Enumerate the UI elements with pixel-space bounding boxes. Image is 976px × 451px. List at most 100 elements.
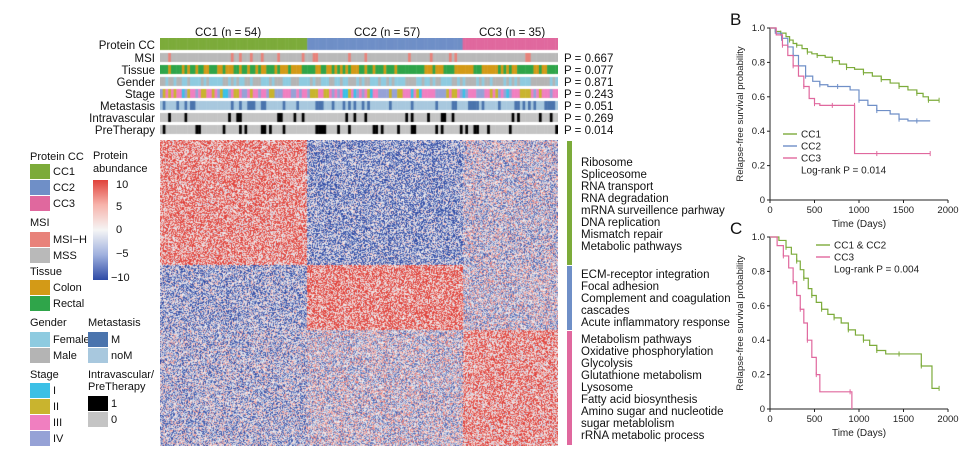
legend-label-male: Male (53, 350, 77, 362)
x-tick-label: 0 (767, 205, 772, 216)
pathway-item: Focal adhesion (581, 281, 659, 293)
pathway-item: Oxidative phosphorylation (581, 346, 714, 358)
pathway-item: rRNA metabolic process (581, 430, 705, 442)
legend-title-msi: MSI (30, 217, 50, 229)
x-tick-label: 500 (807, 414, 823, 425)
pathway-item: Metabolism pathways (581, 334, 692, 346)
y-tick-label: 0 (760, 195, 765, 206)
panel-label-b: B (730, 10, 742, 29)
pathway-item: sugar metablolism (581, 418, 675, 430)
p-value-tissue: P = 0.077 (564, 65, 614, 77)
pathway-item: RNA degradation (581, 193, 669, 205)
panel-label-c: C (730, 219, 743, 238)
legend-title-protein-cc: Protein CC (30, 151, 84, 163)
cc1-side-bar (567, 141, 572, 265)
survival-curve-cc1-cc2 (770, 236, 940, 389)
x-tick-label: 500 (807, 205, 823, 216)
survival-plot-c: 0 500 1000 1500 2000 0 0.2 0.4 0.6 0.8 1.0 Time (Da… (735, 232, 959, 439)
legend-label: CC1 (801, 130, 821, 141)
protein-heatmap (160, 140, 558, 446)
legend-label-value-0: 0 (111, 414, 118, 426)
y-tick-label: 0.6 (752, 92, 765, 103)
legend-title-gender: Gender (30, 317, 67, 329)
y-tick-label: 0 (760, 404, 765, 415)
pathway-item: Fatty acid biosynthesis (581, 394, 698, 406)
legend-swatch-value-1 (88, 396, 108, 411)
legend-title-pretherapy: PreTherapy (88, 381, 146, 393)
legend-swatch-colon (30, 280, 50, 295)
pathway-item: Glycolysis (581, 358, 633, 370)
legend-label-metastasis-nom: noM (111, 350, 133, 362)
p-value-pretherapy: P = 0.014 (564, 125, 614, 137)
pathway-item: Lysosome (581, 382, 633, 394)
legend-label-value-1: 1 (111, 398, 118, 410)
track-label-pretherapy: PreTherapy (94, 125, 155, 137)
p-value-msi: P = 0.667 (564, 53, 614, 65)
pathway-item: Metabolic pathways (581, 241, 682, 253)
survival-plot-b: 0 500 1000 1500 2000 0 0.2 0.4 0.6 0.8 1.0 Time (Da… (735, 23, 959, 230)
x-axis-label: Time (Days) (832, 428, 886, 439)
x-tick-label: 0 (767, 414, 772, 425)
abundance-tick: 0 (116, 224, 123, 236)
y-tick-label: 0.6 (752, 301, 765, 312)
legend-label-stage-2: II (53, 401, 60, 413)
survival-curve-cc1 (770, 27, 940, 101)
p-value-metastasis: P = 0.051 (564, 101, 614, 113)
pathway-item: Glutathione metabolism (581, 370, 702, 382)
cc3-header: CC3 (n = 35) (479, 27, 546, 39)
legend-swatch-cc1 (30, 164, 50, 179)
pathway-item: cascades (581, 305, 630, 317)
pathway-item: Complement and coagulation (581, 293, 731, 305)
legend-swatch-stage-2 (30, 399, 50, 414)
pathway-item: Amino sugar and nucleotide (581, 406, 724, 418)
cc3-side-bar (567, 331, 572, 445)
legend-swatch-female (30, 332, 50, 347)
y-tick-label: 1.0 (752, 232, 765, 243)
legend-swatch-rectal (30, 296, 50, 311)
y-tick-label: 0.4 (752, 126, 765, 137)
track-label-msi: MSI (134, 53, 155, 65)
pathway-item: Acute inflammatory response (581, 317, 730, 329)
abundance-tick: 10 (116, 179, 129, 191)
pathway-item: RNA transport (581, 181, 654, 193)
legend-swatch-value-0 (88, 412, 108, 427)
legend-label-mss: MSS (53, 250, 77, 262)
y-tick-label: 0.8 (752, 57, 765, 68)
y-axis-label: Relapse-free survival probability (735, 46, 746, 181)
legend-label: CC3 (834, 253, 854, 264)
legend-label-cc2: CC2 (53, 182, 76, 194)
annotation-tracks (160, 38, 558, 138)
legend-label-metastasis-m: M (111, 334, 121, 346)
legend-label-cc1: CC1 (53, 166, 76, 178)
legend-title-intravascular: Intravascular/ (88, 369, 155, 381)
abundance-tick: −10 (111, 272, 130, 284)
cc2-side-bar (567, 266, 572, 330)
track-label-intravascular: Intravascular (89, 113, 155, 125)
p-value-intravascular: P = 0.269 (564, 113, 614, 125)
x-tick-label: 1000 (848, 205, 869, 216)
abundance-tick: 5 (116, 201, 123, 213)
log-rank-label: Log-rank P = 0.004 (834, 265, 920, 276)
legend-label-female: Female (53, 334, 90, 346)
survival-curve-cc2 (770, 27, 931, 122)
x-tick-label: 2000 (937, 205, 958, 216)
legend-title-stage: Stage (30, 369, 59, 381)
abundance-color-bar (93, 180, 108, 280)
legend-label-cc3: CC3 (53, 198, 76, 210)
survival-curve-cc3 (770, 236, 853, 409)
legend-label-rectal: Rectal (53, 298, 85, 310)
pathway-item: Mismatch repair (581, 229, 663, 241)
pathway-item: ECM-receptor integration (581, 269, 710, 281)
legend-swatch-stage-4 (30, 431, 50, 446)
cc1-pathway-list: Ribosome Spliceosome RNA transport RNA d… (581, 157, 725, 253)
legend-label: CC3 (801, 154, 821, 165)
legend-label-stage-4: IV (53, 433, 64, 445)
y-tick-label: 0.2 (752, 370, 765, 381)
cc2-header: CC2 (n = 57) (354, 27, 421, 39)
legend-swatch-cc3 (30, 196, 50, 211)
legend-title-abundance: Protein abundance (93, 150, 148, 175)
abundance-tick: −5 (116, 248, 129, 260)
track-label-metastasis: Metastasis (100, 101, 155, 113)
x-axis-label: Time (Days) (832, 219, 886, 230)
y-tick-label: 0.2 (752, 161, 765, 172)
